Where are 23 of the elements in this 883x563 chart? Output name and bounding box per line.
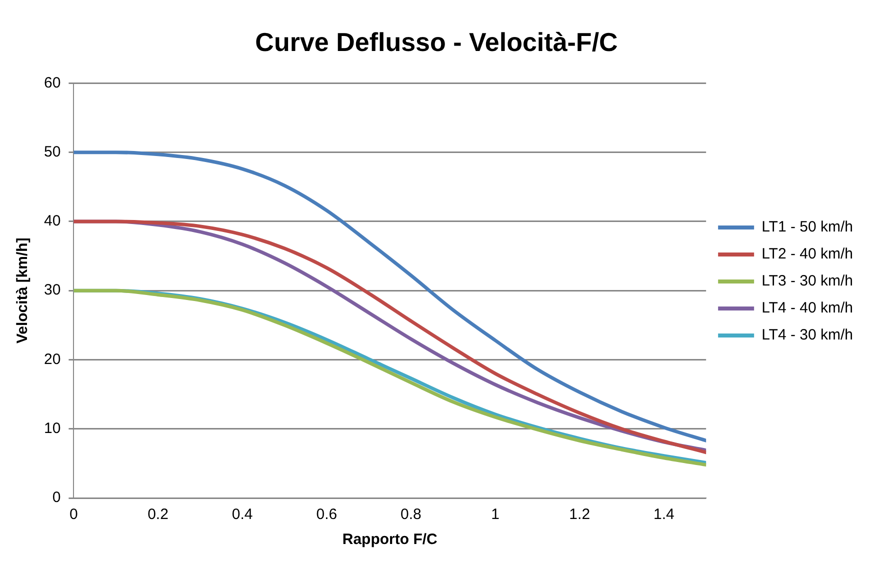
x-tick-label: 1 <box>491 506 500 524</box>
legend-label: LT4 - 40 km/h <box>762 300 853 317</box>
y-axis-title: Velocità [km/h] <box>14 238 32 344</box>
y-tick-label: 50 <box>44 143 61 160</box>
x-tick-label: 0.6 <box>316 506 338 524</box>
y-tick-label: 40 <box>44 212 61 230</box>
x-tick-label: 1.2 <box>569 506 590 524</box>
x-axis-title: Rapporto F/C <box>342 531 438 548</box>
y-tick-label: 0 <box>52 489 61 506</box>
y-tick-label: 60 <box>44 74 61 92</box>
x-tick-label: 0.8 <box>400 506 422 524</box>
x-tick-label: 0.2 <box>148 506 168 524</box>
x-tick-label: 0 <box>70 506 78 524</box>
legend-label: LT1 - 50 km/h <box>762 218 853 236</box>
legend-label: LT4 - 30 km/h <box>762 326 853 344</box>
chart-title: Curve Deflusso - Velocità-F/C <box>255 26 618 57</box>
legend-label: LT3 - 30 km/h <box>762 272 853 290</box>
y-tick-label: 10 <box>44 420 61 438</box>
x-tick-label: 0.4 <box>232 506 253 524</box>
legend-label: LT2 - 40 km/h <box>762 246 853 263</box>
y-tick-label: 30 <box>44 282 61 299</box>
y-tick-label: 20 <box>44 350 61 368</box>
x-tick-label: 1.4 <box>653 506 674 524</box>
